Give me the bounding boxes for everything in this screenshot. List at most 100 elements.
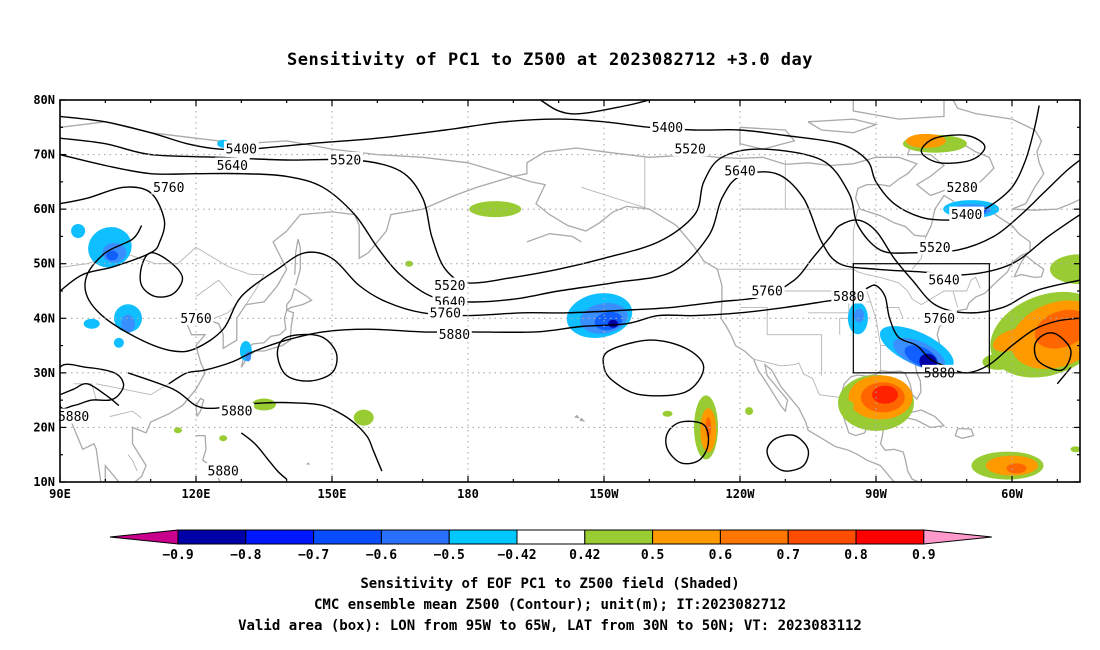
- colorbar-segment: [516, 529, 586, 545]
- positive-sensitivity-core: [992, 328, 1032, 352]
- contour-label-bg: [151, 179, 187, 195]
- z500-contour-closed: [60, 363, 125, 410]
- z500-contour-line: [168, 284, 1080, 385]
- z500-contour-line: [60, 105, 1040, 221]
- colorbar-segment: [245, 529, 315, 545]
- lat-tick-label: 60N: [33, 202, 55, 216]
- coastline-segment: [195, 397, 205, 417]
- coastline-segment: [83, 504, 99, 518]
- contour-labels: 5400 5400 5400 5520 5520 5520 5520 5640 5640 5640…: [56, 119, 985, 480]
- coastline-segment: [513, 175, 696, 248]
- contour-label-bg: [214, 157, 250, 173]
- contour-label-bg: [56, 408, 91, 424]
- colorbar-segment: [448, 529, 518, 545]
- border-segment: [73, 383, 97, 401]
- contour-label: 5400: [226, 143, 257, 158]
- lat-tick-label: 10N: [33, 475, 55, 489]
- contour-label: 5400: [951, 208, 982, 223]
- contour-label-bg: [922, 310, 957, 326]
- z500-contour-closed: [602, 339, 705, 397]
- lon-tick-label: 60W: [1001, 487, 1023, 501]
- caption-block: Sensitivity of EOF PC1 to Z500 field (Sh…: [0, 574, 1100, 637]
- negative-sensitivity-area: [71, 224, 86, 238]
- z500-contour-line: [84, 219, 1080, 353]
- contour-label-bg: [205, 463, 241, 479]
- border-segment: [852, 209, 859, 270]
- lon-tick-label: 150W: [590, 487, 620, 501]
- axis-ticks: [59, 99, 1080, 483]
- contour-label: 5280: [946, 181, 977, 196]
- contour-label: 5760: [430, 306, 461, 321]
- z500-contour-closed: [665, 420, 710, 465]
- coastline-segment: [807, 118, 879, 134]
- colorbar-segment: [380, 529, 450, 545]
- border-segment: [127, 454, 138, 472]
- contour-label-bg: [672, 141, 708, 157]
- border-segment: [866, 290, 881, 374]
- contour-label: 5520: [434, 279, 465, 294]
- colorbar-segment: [313, 529, 382, 545]
- z500-contour-closed: [920, 134, 986, 165]
- coastline-segment: [694, 246, 896, 482]
- lon-tick-label: 120W: [726, 487, 756, 501]
- lat-tick-label: 30N: [33, 366, 55, 380]
- contour-label: 5760: [153, 181, 184, 196]
- positive-sensitivity-area: [353, 409, 374, 426]
- positive-sensitivity-core: [872, 385, 899, 404]
- lat-tick-label: 80N: [33, 93, 55, 107]
- lat-tick-label: 20N: [33, 420, 55, 434]
- border-segment: [581, 186, 650, 210]
- lat-tick-label: 40N: [33, 311, 55, 325]
- z500-contour-line: [60, 137, 1080, 284]
- colorbar-segment: [787, 529, 857, 545]
- positive-sensitivity-area: [1070, 446, 1080, 453]
- contour-label-bg: [722, 162, 758, 178]
- contour-label-bg: [178, 310, 214, 326]
- colorbar-label: −0.6: [366, 548, 397, 563]
- contour-label: 5760: [180, 312, 211, 327]
- caption-line-contour: CMC ensemble mean Z500 (Contour); unit(m…: [313, 597, 786, 613]
- colorbar-label: −0.7: [298, 548, 329, 563]
- lat-tick-label: 50N: [33, 257, 55, 271]
- coastline-segment: [954, 427, 975, 439]
- positive-sensitivity-area: [252, 398, 276, 411]
- lon-tick-label: 90W: [865, 487, 887, 501]
- colorbar: −0.9 −0.8 −0.7 −0.6 −0.5 −0.42 0.42 0.5 0.6 0.7 0.…: [109, 529, 992, 563]
- colorbar-segment: [855, 529, 925, 545]
- coastline-segment: [852, 100, 945, 120]
- colorbar-label: 0.5: [641, 548, 664, 563]
- lat-tick-label: 70N: [33, 148, 55, 162]
- border-segment: [195, 279, 233, 297]
- border-segment: [740, 306, 823, 376]
- colorbar-label: −0.42: [497, 548, 536, 563]
- contour-label-bg: [650, 119, 685, 135]
- positive-sensitivity-area: [173, 427, 182, 434]
- border-segment: [213, 304, 238, 319]
- positive-sensitivity-area: [405, 260, 414, 267]
- coastline-segment: [240, 309, 295, 368]
- contour-label: 5640: [724, 164, 755, 179]
- contour-label: 5880: [221, 405, 252, 420]
- map-plot-area: [60, 100, 1080, 518]
- coastline-segment: [60, 121, 516, 482]
- z500-contour-line: [60, 153, 1080, 303]
- negative-sensitivity-core: [121, 314, 135, 333]
- contour-label: 5880: [439, 328, 470, 343]
- contour-label-bg: [437, 326, 472, 342]
- coastline-segment: [574, 414, 580, 419]
- contour-label-bg: [926, 272, 962, 288]
- chart-title: Sensitivity of PC1 to Z500 at 2023082712…: [286, 50, 813, 70]
- lon-tick-label: 120E: [182, 487, 211, 501]
- colorbar-label: 0.7: [776, 548, 799, 563]
- coastline-segment: [513, 147, 976, 238]
- z500-contour-closed: [1033, 332, 1072, 372]
- z500-contour-line: [540, 100, 650, 115]
- border-segment: [717, 268, 981, 306]
- lon-tick-label: 180: [457, 487, 479, 501]
- coastline-segment: [294, 239, 301, 286]
- contour-label: 5880: [208, 465, 239, 480]
- z500-contour-closed: [1056, 366, 1072, 385]
- contour-label-bg: [949, 206, 985, 222]
- contour-label-bg: [223, 141, 259, 157]
- contour-label: 5520: [674, 143, 705, 158]
